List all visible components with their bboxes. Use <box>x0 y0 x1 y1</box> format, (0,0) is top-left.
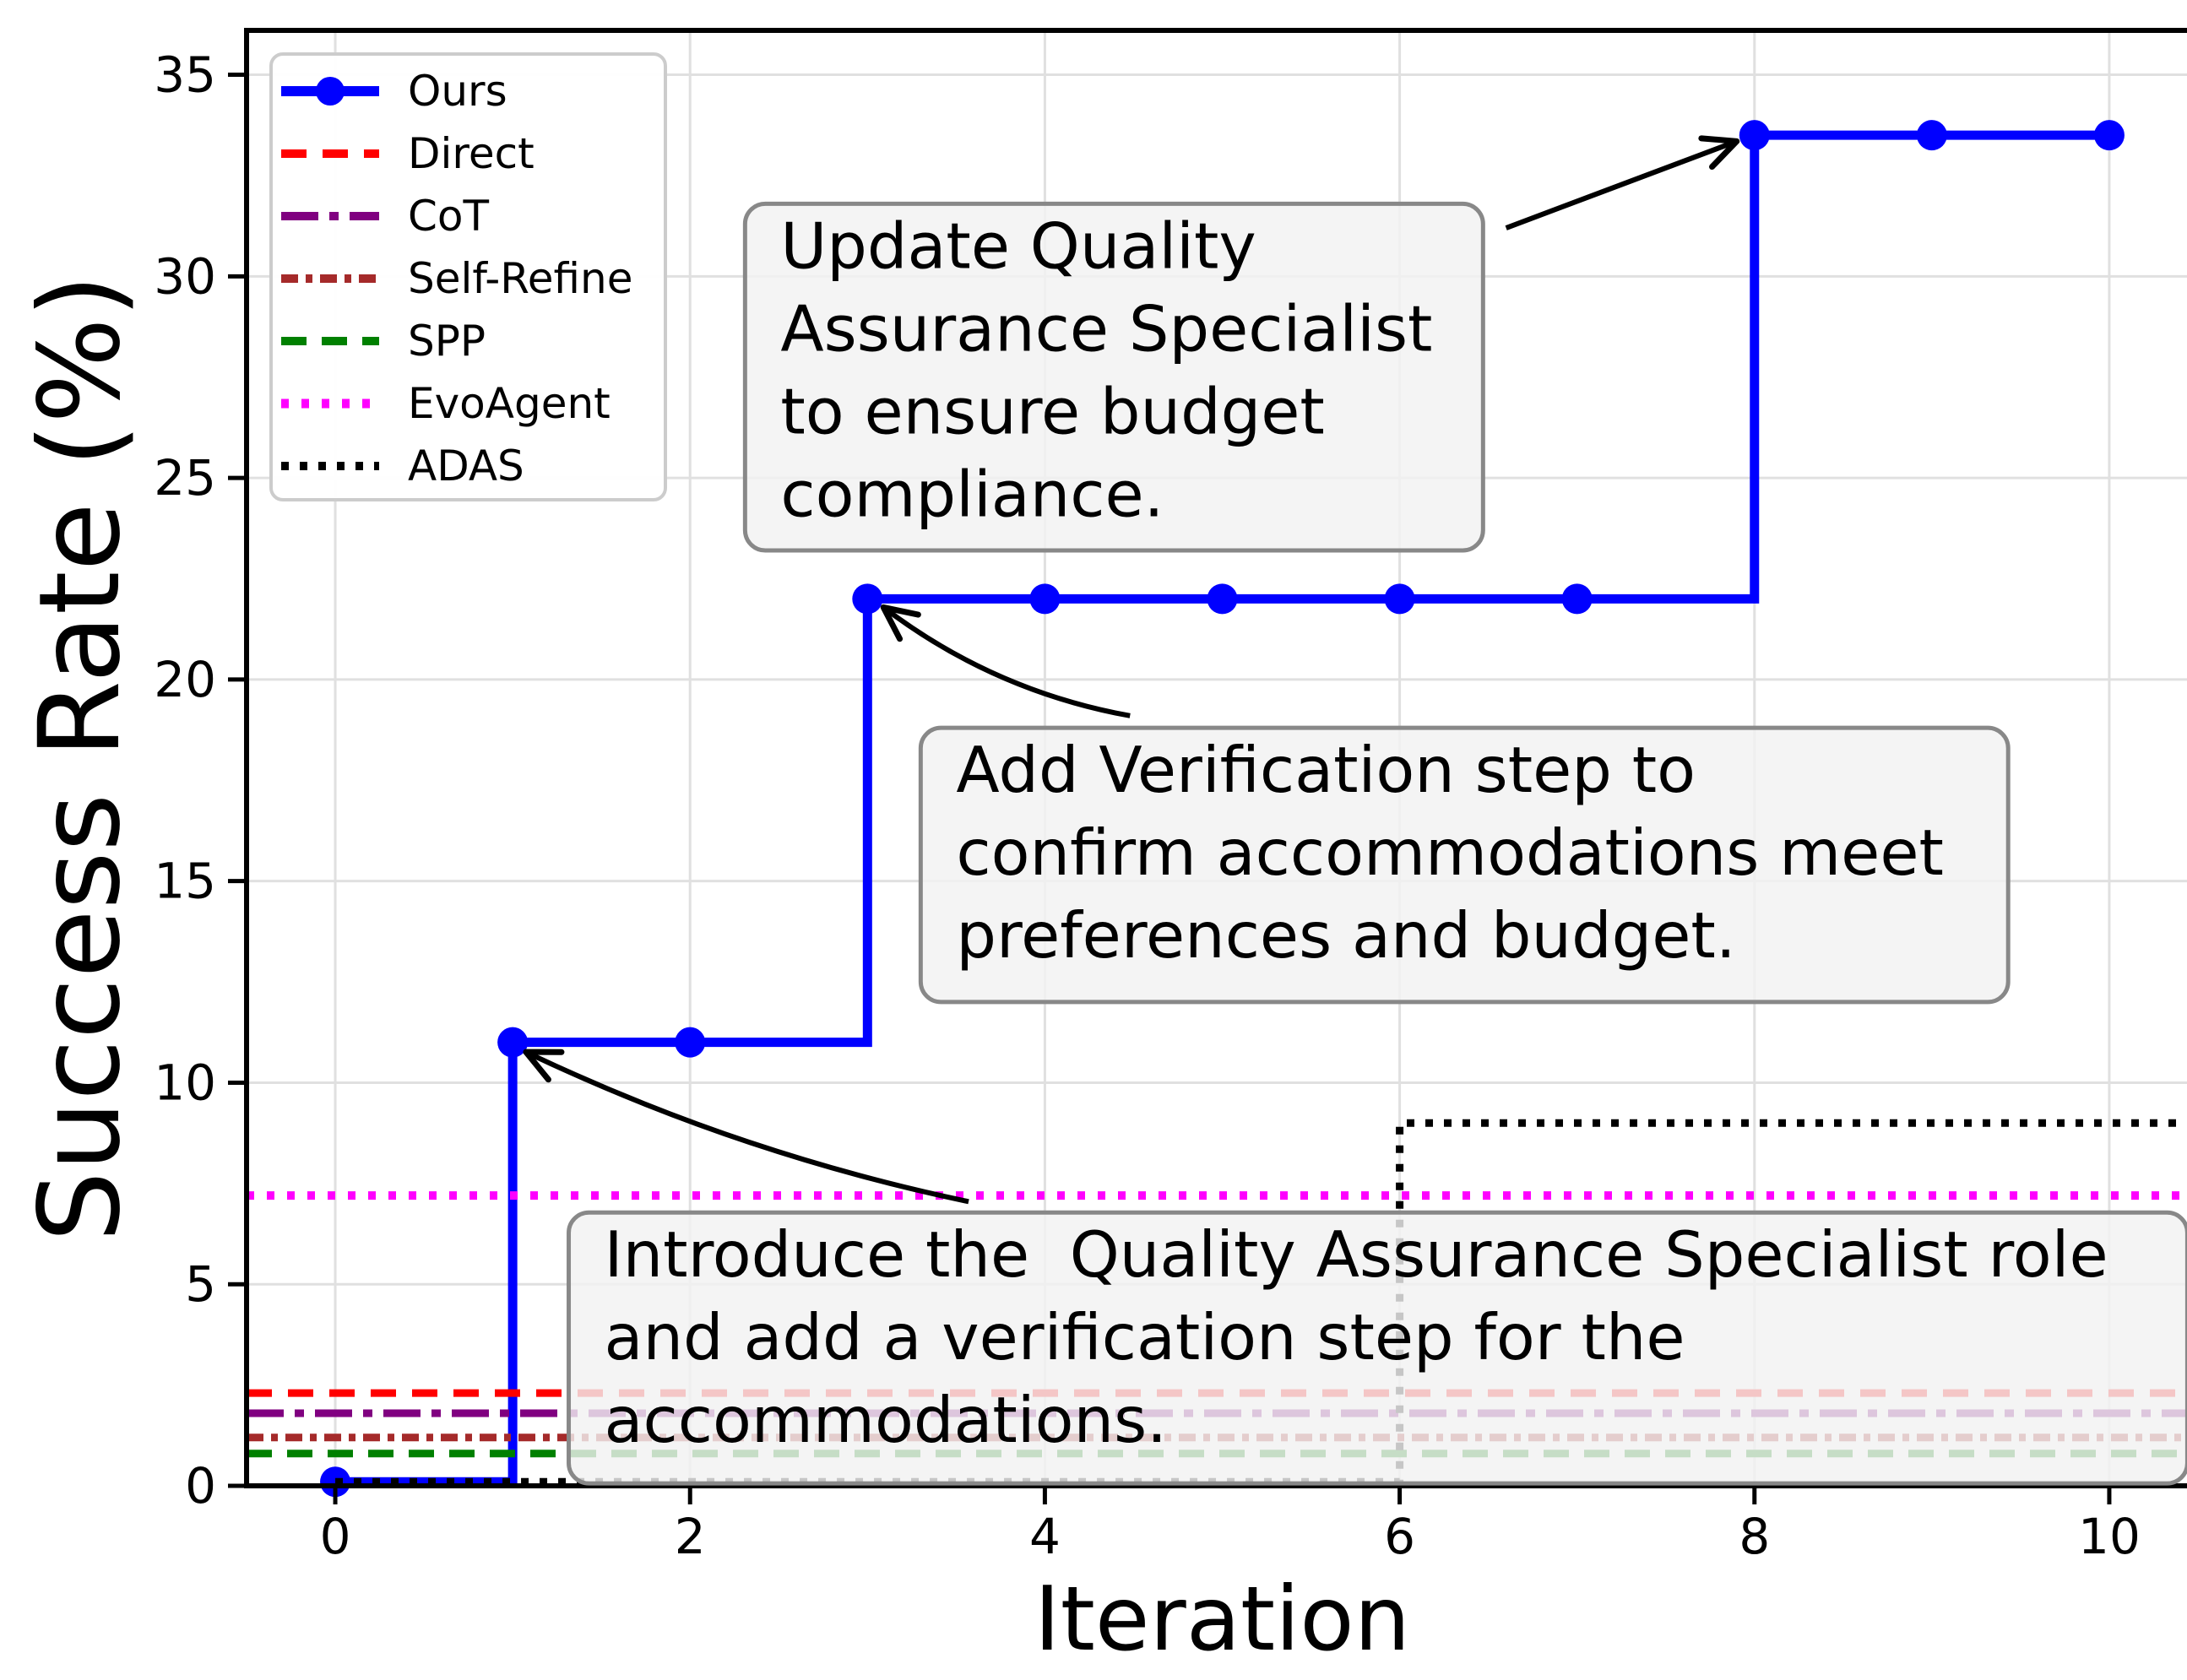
x-tick-label: 4 <box>1029 1508 1061 1565</box>
y-tick-label: 35 <box>154 46 216 104</box>
axes-ticks: 0 2 4 6 8 10 0 5 10 15 20 25 30 35 <box>154 46 2141 1565</box>
legend-box <box>269 52 667 501</box>
annotation-introduce-qa: Introduce the Quality Assurance Speciali… <box>567 1210 2187 1486</box>
data-point-ours <box>1916 120 1947 151</box>
annotation-text-line: to ensure budget <box>780 374 1325 448</box>
annotation-text-line: Introduce the Quality Assurance Speciali… <box>605 1217 2108 1292</box>
annotations: Update Quality Assurance Specialist to ens… <box>523 135 2187 1486</box>
legend-item-direct: Direct <box>281 129 535 178</box>
annotation-text-line: and add a verification step for the <box>605 1300 1685 1374</box>
legend-item-spp: SPP <box>281 317 486 366</box>
legend-label-ours: Ours <box>408 67 507 116</box>
data-point-ours <box>1561 583 1593 615</box>
annotation-update-qa: Update Quality Assurance Specialist to ens… <box>742 201 1485 553</box>
line-chart-figure: 0 2 4 6 8 10 0 5 10 15 20 25 30 35 Iteration Success Ra… <box>34 14 2187 1666</box>
y-tick-label: 30 <box>154 247 216 305</box>
legend-label-spp: SPP <box>408 317 486 366</box>
annotation-text-line: accommodations. <box>605 1383 1167 1457</box>
line-ours <box>335 130 2109 1487</box>
legend-marker-ours <box>316 77 345 106</box>
x-tick-label: 8 <box>1739 1508 1770 1565</box>
y-tick-label: 0 <box>185 1457 216 1515</box>
annotation-text-line: Update Quality <box>780 209 1256 283</box>
x-tick-label: 6 <box>1384 1508 1415 1565</box>
data-point-ours <box>1739 120 1770 151</box>
data-point-ours <box>1384 583 1415 615</box>
x-tick-label: 2 <box>675 1508 706 1565</box>
x-tick-label: 10 <box>2078 1508 2141 1565</box>
legend-item-self-refine: Self-Refine <box>281 254 633 303</box>
annotation-arrow-introduce-qa <box>523 1049 969 1205</box>
y-tick-label: 10 <box>154 1054 216 1111</box>
y-tick-label: 15 <box>154 853 216 910</box>
data-point-ours <box>1029 583 1061 615</box>
y-tick-label: 5 <box>185 1255 216 1313</box>
data-point-ours <box>675 1027 706 1058</box>
plot-border <box>244 28 2187 1488</box>
annotation-text-line: Add Verification step to <box>956 733 1696 807</box>
data-point-ours <box>1207 583 1238 615</box>
annotation-text-line: confirm accommodations meet <box>956 816 1944 890</box>
y-axis-label: Success Rate (%) <box>34 274 145 1242</box>
annotation-add-verification: Add Verification step to confirm accommod… <box>918 725 2011 1005</box>
legend-label-self-refine: Self-Refine <box>408 254 633 303</box>
x-tick-label: 0 <box>320 1508 351 1565</box>
legend-item-cot: CoT <box>281 192 490 241</box>
x-axis-label: Iteration <box>1034 1568 1410 1666</box>
data-point-ours <box>2093 120 2125 151</box>
legend-label-evoagent: EvoAgent <box>408 379 611 428</box>
annotation-box-update-qa <box>742 201 1485 553</box>
annotation-text-line: preferences and budget. <box>956 898 1735 973</box>
y-tick-label: 25 <box>154 449 216 507</box>
annotation-arrow-add-verification <box>880 604 1131 718</box>
annotation-box-introduce-qa <box>567 1210 2187 1486</box>
legend-label-adas: ADAS <box>408 442 524 490</box>
legend-label-cot: CoT <box>408 192 490 241</box>
data-point-ours <box>497 1027 529 1058</box>
y-tick-label: 20 <box>154 651 216 708</box>
annotation-arrow-update-qa <box>1505 135 1740 230</box>
annotation-box-add-verification <box>918 725 2011 1005</box>
legend-item-ours: Ours <box>281 67 507 116</box>
legend-item-adas: ADAS <box>281 442 524 490</box>
annotation-text-line: Assurance Specialist <box>780 291 1432 366</box>
legend-item-evoagent: EvoAgent <box>281 379 611 428</box>
annotation-text-line: compliance. <box>780 457 1164 531</box>
legend: Ours Direct CoT Self-Refine SPP EvoAgent ADAS <box>269 52 667 501</box>
data-point-ours <box>852 583 883 615</box>
legend-label-direct: Direct <box>408 129 535 178</box>
success-rate-vs-iteration-chart: 0 2 4 6 8 10 0 5 10 15 20 25 30 35 Iteration Success Ra… <box>34 28 2187 1666</box>
